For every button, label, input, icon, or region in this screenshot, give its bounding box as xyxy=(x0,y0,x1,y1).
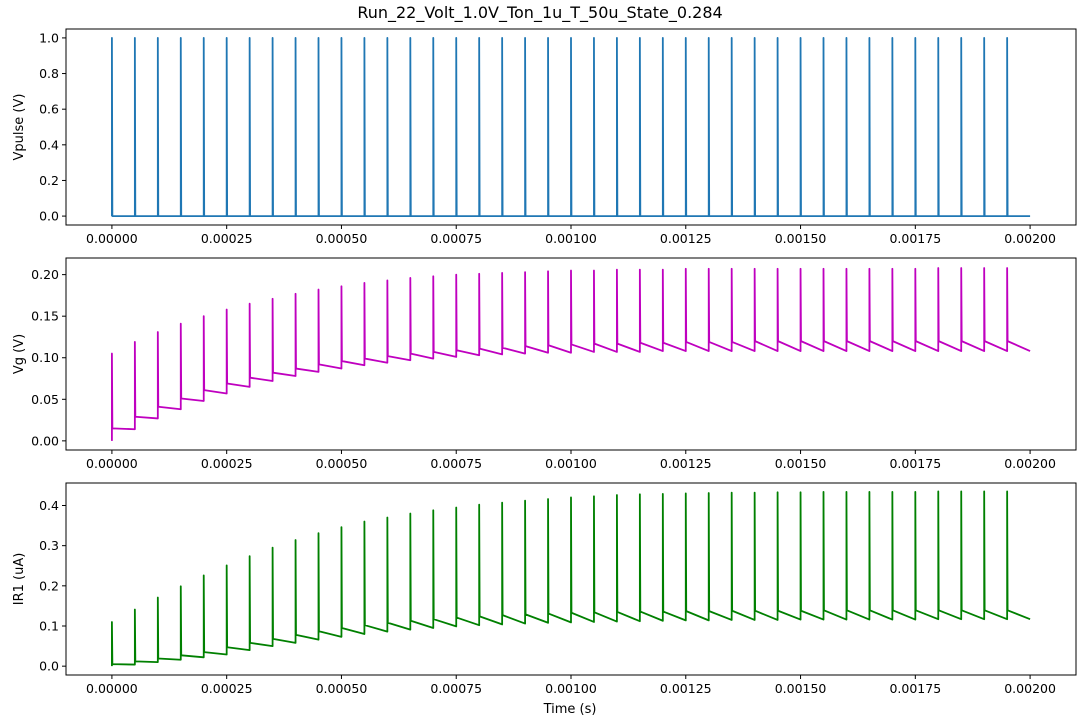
y-tick-label: 0.8 xyxy=(39,66,59,81)
x-tick-label: 0.00125 xyxy=(660,681,712,696)
y-tick-label: 0.6 xyxy=(39,102,59,117)
x-tick-label: 0.00150 xyxy=(775,456,827,471)
y-axis-label-1: Vpulse (V) xyxy=(12,94,27,161)
x-tick-label: 0.00075 xyxy=(430,231,482,246)
y-tick-label: 0.1 xyxy=(39,618,59,633)
y-tick-label: 0.2 xyxy=(39,578,59,593)
x-tick-label: 0.00200 xyxy=(1004,681,1056,696)
y-axis-label-2: Vg (V) xyxy=(12,334,27,374)
subplot-3: 0.00000 0.00025 0.00050 0.00075 0.00100 0.001… xyxy=(12,482,1077,696)
y-tick-label: 1.0 xyxy=(39,30,59,45)
x-tick-label: 0.00100 xyxy=(545,681,597,696)
y-tick-label: 0.0 xyxy=(39,659,59,674)
x-tick-label: 0.00075 xyxy=(430,681,482,696)
y-tick-label: 0.15 xyxy=(31,309,59,324)
y-tick-label: 0.05 xyxy=(31,392,59,407)
x-tick-label: 0.00000 xyxy=(86,231,138,246)
subplot-1: 0.00000 0.00025 0.00050 0.00075 0.00100 0.001… xyxy=(12,28,1077,246)
x-tick-label: 0.00050 xyxy=(316,681,368,696)
x-tick-label: 0.00050 xyxy=(316,231,368,246)
y-tick-label: 0.20 xyxy=(31,267,59,282)
x-tick-label: 0.00025 xyxy=(201,681,253,696)
x-tick-label: 0.00150 xyxy=(775,231,827,246)
x-tick-label: 0.00025 xyxy=(201,456,253,471)
x-tick-label: 0.00175 xyxy=(889,231,941,246)
y-tick-label: 0.10 xyxy=(31,350,59,365)
y-tick-label: 0.3 xyxy=(39,538,59,553)
x-tick-label: 0.00125 xyxy=(660,231,712,246)
series-line-3 xyxy=(111,490,1031,667)
y-axis-label-3: IR1 (uA) xyxy=(12,553,27,606)
y-tick-label: 0.4 xyxy=(39,137,59,152)
x-tick-label: 0.00050 xyxy=(316,456,368,471)
x-tick-label: 0.00150 xyxy=(775,681,827,696)
x-tick-label: 0.00100 xyxy=(545,231,597,246)
y-tick-label: 0.00 xyxy=(31,433,59,448)
x-tick-label: 0.00000 xyxy=(86,681,138,696)
x-tick-label: 0.00175 xyxy=(889,681,941,696)
subplots: 0.00000 0.00025 0.00050 0.00075 0.00100 0.001… xyxy=(12,28,1077,696)
x-tick-label: 0.00125 xyxy=(660,456,712,471)
x-tick-label: 0.00075 xyxy=(430,456,482,471)
series-line-2 xyxy=(111,267,1031,441)
subplot-2: 0.00000 0.00025 0.00050 0.00075 0.00100 0.001… xyxy=(12,257,1077,471)
x-tick-label: 0.00200 xyxy=(1004,456,1056,471)
y-tick-label: 0.2 xyxy=(39,173,59,188)
y-tick-label: 0.0 xyxy=(39,209,59,224)
x-tick-label: 0.00175 xyxy=(889,456,941,471)
x-tick-label: 0.00100 xyxy=(545,456,597,471)
x-tick-label: 0.00200 xyxy=(1004,231,1056,246)
x-axis-label: Time (s) xyxy=(543,702,597,717)
series-line-1 xyxy=(111,37,1031,217)
x-tick-label: 0.00025 xyxy=(201,231,253,246)
x-tick-label: 0.00000 xyxy=(86,456,138,471)
y-tick-label: 0.4 xyxy=(39,498,59,513)
figure-title: Run_22_Volt_1.0V_Ton_1u_T_50u_State_0.28… xyxy=(357,3,722,23)
